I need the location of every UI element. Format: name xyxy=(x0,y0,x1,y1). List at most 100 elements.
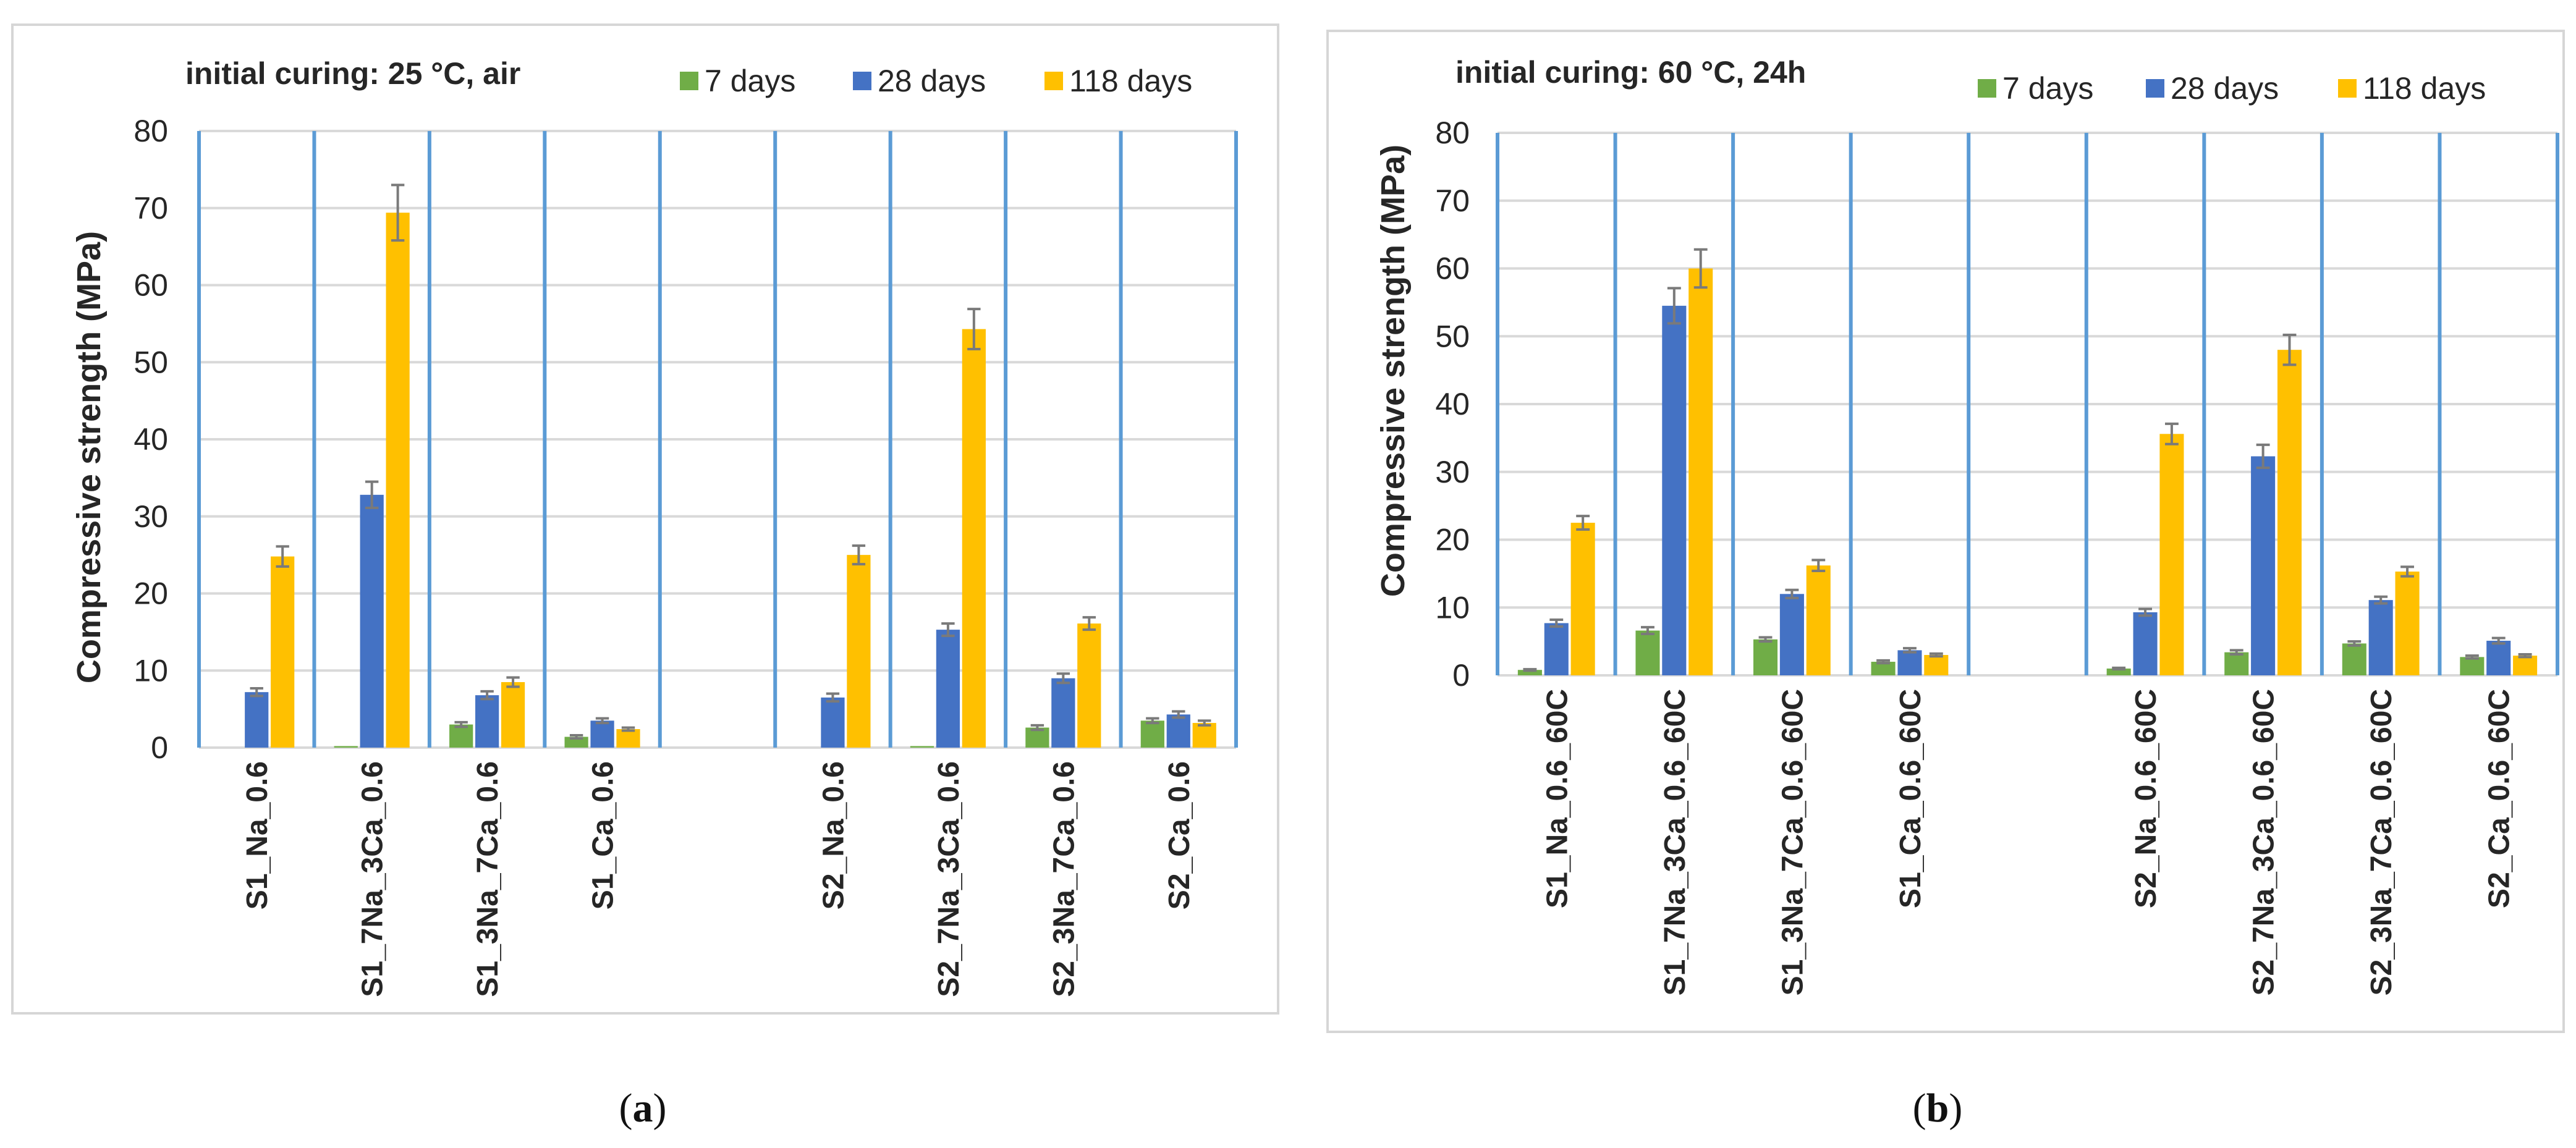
error-bar xyxy=(2229,649,2243,656)
x-tick-label: S1_Na_0.6_60C xyxy=(1541,689,1574,908)
panel-b-legend: 7 days 28 days 118 days xyxy=(1978,71,2486,106)
error-bar xyxy=(2374,595,2388,605)
panel-a-x-ticks: S1_Na_0.6 S1_7Na_3Ca_0.6 S1_3Na_7Ca_0.6 S1_… xyxy=(241,761,1196,997)
y-tick-label: 10 xyxy=(1435,590,1470,625)
bar-28-days-S2_Na_0.6_60C xyxy=(2133,612,2158,675)
y-tick-label: 0 xyxy=(151,730,168,765)
panel-b-label: (b) xyxy=(1913,1086,1963,1131)
y-tick-label: 80 xyxy=(1435,116,1470,150)
y-tick-label: 70 xyxy=(1435,184,1470,218)
error-bar xyxy=(1667,287,1681,325)
y-tick-label: 80 xyxy=(133,114,168,148)
bar-118-days-S2_Ca_0.6_60C xyxy=(2513,656,2538,675)
y-tick-label: 40 xyxy=(1435,387,1470,421)
error-bar xyxy=(1811,559,1826,572)
bar-28-days-S2_7Na_3Ca_0.6_60C xyxy=(2251,456,2276,675)
bar-7-days-S2_7Na_3Ca_0.6 xyxy=(910,746,934,748)
legend-label: 7 days xyxy=(2002,71,2093,106)
legend-swatch xyxy=(680,72,698,90)
panel-a-error-bars xyxy=(250,184,1211,740)
panel-b-error-bars xyxy=(1523,248,2532,672)
x-tick-label: S2_7Na_3Ca_0.6_60C xyxy=(2248,689,2281,995)
panel-b-label-letter: b xyxy=(1926,1086,1949,1131)
error-bar xyxy=(2518,652,2532,659)
bar-118-days-S2_Ca_0.6 xyxy=(1192,723,1216,748)
error-bar xyxy=(1929,652,1943,658)
bar-118-days-S1_Na_0.6 xyxy=(271,556,295,748)
error-bar xyxy=(365,480,379,510)
bar-118-days-S1_Ca_0.6 xyxy=(616,729,640,748)
bar-28-days-S1_3Na_7Ca_0.6_60C xyxy=(1779,594,1804,675)
error-bar xyxy=(852,544,866,566)
error-bar xyxy=(1172,710,1185,719)
legend-label: 7 days xyxy=(705,64,795,98)
error-bar xyxy=(1549,618,1564,628)
error-bar xyxy=(2112,666,2126,671)
bar-28-days-S1_3Na_7Ca_0.6 xyxy=(475,695,499,748)
error-bar xyxy=(1758,636,1773,643)
error-bar xyxy=(967,308,981,351)
bar-7-days-S1_Na_0.6_60C xyxy=(1517,670,1542,675)
panel-a-legend: 7 days 28 days 118 days xyxy=(680,64,1192,98)
error-bar xyxy=(595,717,609,725)
error-bar xyxy=(506,676,520,688)
panel-b-y-axis-label: Compressive strength (MPa) xyxy=(1375,145,1412,597)
bar-118-days-S2_7Na_3Ca_0.6 xyxy=(962,329,986,748)
panel-a-label-letter: a xyxy=(633,1086,653,1131)
x-tick-label: S2_Ca_0.6 xyxy=(1163,761,1196,910)
error-bar xyxy=(1641,626,1654,636)
y-tick-label: 60 xyxy=(133,268,168,303)
y-tick-label: 30 xyxy=(133,499,168,534)
bar-7-days-S2_3Na_7Ca_0.6_60C xyxy=(2342,643,2366,675)
y-tick-label: 20 xyxy=(133,576,168,611)
x-tick-label: S1_Ca_0.6_60C xyxy=(1894,689,1927,908)
error-bar xyxy=(2400,565,2414,578)
error-bar xyxy=(1693,248,1708,289)
legend-swatch xyxy=(1978,79,1996,98)
error-bar xyxy=(941,622,955,638)
bar-7-days-S1_3Na_7Ca_0.6_60C xyxy=(1753,639,1778,675)
panel-a-y-axis-label: Compressive strength (MPa) xyxy=(70,231,108,683)
error-bar xyxy=(391,184,405,242)
error-bar xyxy=(2164,422,2179,445)
bar-28-days-S2_Ca_0.6 xyxy=(1166,714,1190,748)
legend-label: 28 days xyxy=(878,64,986,98)
panel-a-y-ticks: 0 10 20 30 40 50 60 70 80 xyxy=(133,114,168,765)
error-bar xyxy=(2256,443,2270,470)
panel-b-bars xyxy=(1517,268,2538,675)
x-tick-label: S1_Ca_0.6 xyxy=(587,761,620,910)
error-bar xyxy=(826,692,840,703)
legend-swatch xyxy=(2338,79,2357,98)
error-bar xyxy=(2282,334,2297,366)
bar-28-days-S1_7Na_3Ca_0.6_60C xyxy=(1662,305,1687,675)
y-tick-label: 70 xyxy=(133,191,168,226)
panel-a-title: initial curing: 25 °C, air xyxy=(185,56,520,91)
error-bar xyxy=(1785,588,1799,599)
bar-28-days-S1_Na_0.6_60C xyxy=(1544,623,1569,675)
error-bar xyxy=(1030,724,1044,732)
bar-28-days-S2_3Na_7Ca_0.6_60C xyxy=(2368,600,2393,675)
bar-118-days-S1_Ca_0.6_60C xyxy=(1924,655,1949,675)
error-bar xyxy=(2491,636,2506,645)
error-bar xyxy=(480,690,494,701)
bar-118-days-S1_3Na_7Ca_0.6 xyxy=(501,682,525,748)
y-tick-label: 10 xyxy=(133,653,168,688)
bar-7-days-S2_Ca_0.6_60C xyxy=(2460,657,2485,675)
x-tick-label: S2_Ca_0.6_60C xyxy=(2483,689,2516,908)
x-tick-label: S2_Na_0.6_60C xyxy=(2130,689,2163,908)
x-tick-label: S2_3Na_7Ca_0.6_60C xyxy=(2365,689,2398,995)
bar-118-days-S2_3Na_7Ca_0.6 xyxy=(1077,623,1101,748)
x-tick-label: S1_3Na_7Ca_0.6 xyxy=(472,761,504,997)
panel-a-category-separators xyxy=(197,131,1238,748)
bar-28-days-S2_Na_0.6 xyxy=(821,697,845,748)
error-bar xyxy=(1146,717,1159,725)
legend-label: 28 days xyxy=(2171,71,2279,106)
error-bar xyxy=(276,545,289,568)
panel-b-frame xyxy=(1326,30,2565,1033)
x-tick-label: S2_Na_0.6 xyxy=(817,761,850,910)
error-bar xyxy=(1198,719,1211,727)
error-bar xyxy=(2465,654,2479,660)
legend-swatch xyxy=(2146,79,2164,98)
y-tick-label: 30 xyxy=(1435,455,1470,489)
